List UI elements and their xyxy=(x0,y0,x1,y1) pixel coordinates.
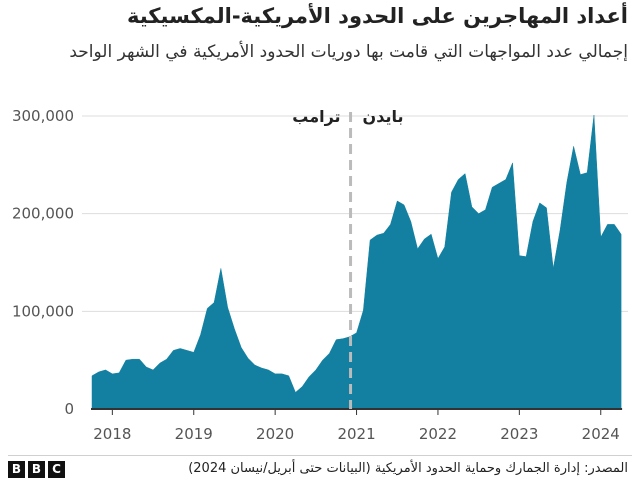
chart-subtitle: إجمالي عدد المواجهات التي قامت بها دوريا… xyxy=(69,42,628,62)
area-series xyxy=(91,114,622,410)
logo-letter: B xyxy=(8,461,25,478)
annotation-label: بايدن xyxy=(363,107,404,126)
bbc-logo: B B C xyxy=(8,461,65,478)
x-tick-label: 2021 xyxy=(337,425,375,443)
logo-letter: C xyxy=(48,461,65,478)
x-tick-label: 2022 xyxy=(419,425,457,443)
annotation-label: ترامب xyxy=(292,107,340,126)
y-tick-label: 200,000 xyxy=(12,205,74,223)
series-area xyxy=(91,114,622,410)
x-tick-label: 2023 xyxy=(500,425,538,443)
axes: 0 100,000 200,000 300,000 2018 2019 2020 2021 20… xyxy=(12,107,623,443)
annotations: ترامب بايدن xyxy=(292,107,403,409)
x-tick-label: 2024 xyxy=(582,425,620,443)
x-tick-label: 2020 xyxy=(256,425,294,443)
x-tick-label: 2018 xyxy=(93,425,131,443)
chart-title: أعداد المهاجرين على الحدود الأمريكية-الم… xyxy=(127,4,628,28)
y-tick-label: 300,000 xyxy=(12,107,74,125)
source-note: المصدر: إدارة الجمارك وحماية الحدود الأم… xyxy=(188,461,628,476)
logo-letter: B xyxy=(28,461,45,478)
y-tick-label: 100,000 xyxy=(12,302,74,320)
y-tick-label: 0 xyxy=(64,400,74,418)
footer-divider xyxy=(8,455,632,456)
x-tick-label: 2019 xyxy=(175,425,213,443)
area-chart: 0 100,000 200,000 300,000 2018 2019 2020 2021 20… xyxy=(12,107,628,443)
